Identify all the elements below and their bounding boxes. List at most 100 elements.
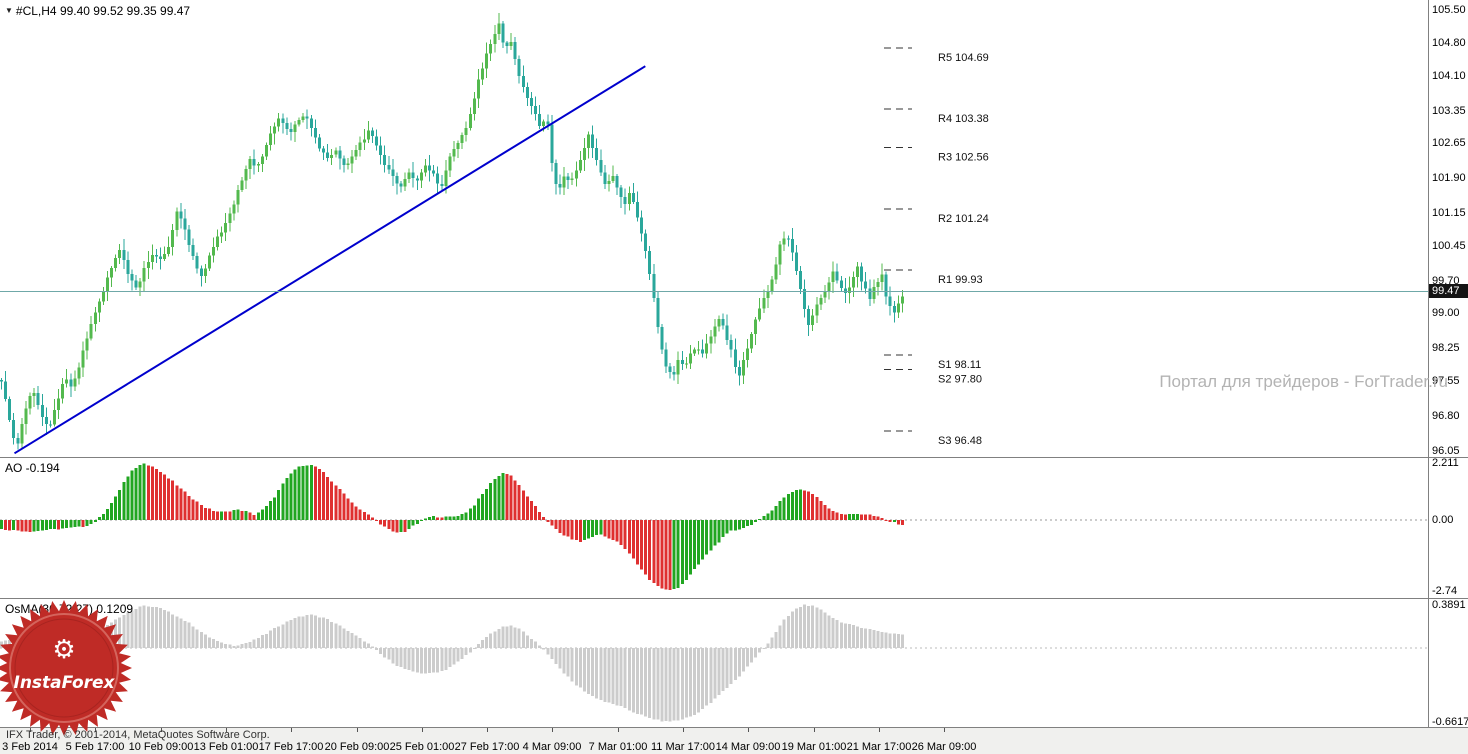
candle-body	[521, 75, 525, 87]
ao-bar	[8, 520, 12, 531]
time-axis[interactable]: 3 Feb 2014 5 Feb 17:00 10 Feb 09:00 13 Feb …	[0, 728, 1468, 754]
ao-bar	[97, 516, 101, 520]
ao-bar	[350, 502, 354, 520]
osma-indicator-panel[interactable]: OsMA(36,72,27) 0.1209	[0, 599, 1428, 727]
osma-bar	[383, 648, 387, 658]
osma-bar	[301, 616, 305, 648]
ao-bar	[648, 520, 652, 581]
ao-bar	[167, 478, 171, 520]
ao-bar	[615, 520, 619, 542]
ao-bar	[40, 520, 44, 531]
candle-body	[89, 324, 93, 339]
ao-bar	[216, 511, 220, 520]
osma-bar	[741, 648, 745, 672]
candle-body	[847, 287, 851, 293]
ao-bar	[424, 518, 427, 520]
candle-body	[827, 282, 831, 292]
osma-bar	[256, 637, 260, 648]
ao-bar	[277, 490, 281, 520]
candle-body	[819, 297, 823, 305]
osma-bar	[212, 639, 215, 648]
candle-body	[44, 416, 48, 425]
osma-tick-label: -0.6617	[1432, 716, 1468, 728]
ao-bar	[281, 483, 285, 520]
candle-body	[40, 405, 44, 417]
candle-body	[179, 211, 183, 219]
ao-bar	[619, 520, 623, 546]
ao-bar	[114, 496, 118, 520]
price-chart-canvas[interactable]: R5 104.69 R4 103.38 R3 102.56 R2 101.24 R1 9…	[0, 0, 1428, 457]
ao-indicator-panel[interactable]: AO -0.194	[0, 458, 1428, 598]
candle-body	[118, 249, 122, 258]
ao-bar	[330, 481, 334, 520]
time-tick-label: 7 Mar 01:00	[588, 741, 648, 753]
osma-bar	[436, 648, 440, 673]
candle-body	[85, 338, 89, 351]
candle-body	[212, 246, 215, 256]
price-tick-label: 96.05	[1432, 445, 1460, 457]
osma-bar	[464, 648, 468, 655]
candle-body	[342, 158, 346, 165]
ao-bar	[326, 476, 330, 520]
pivot-level-label: R1 99.93	[938, 274, 983, 286]
osma-bar	[595, 648, 599, 699]
candle-body	[591, 134, 595, 149]
osma-bar	[770, 637, 774, 648]
ao-bar	[705, 520, 709, 555]
osma-bar	[717, 648, 721, 696]
candle-body	[48, 424, 52, 426]
candle-body	[652, 274, 656, 298]
osma-bar	[880, 632, 884, 648]
ao-bar	[232, 509, 236, 520]
candle-body	[375, 136, 378, 146]
ao-bar	[163, 474, 167, 520]
osma-bar	[289, 620, 293, 648]
ao-bar	[835, 512, 839, 520]
osma-bar	[847, 623, 851, 648]
ao-bar	[546, 520, 550, 523]
ao-bar	[415, 520, 419, 524]
osma-bar	[150, 606, 154, 648]
osma-bar	[371, 646, 374, 648]
ao-bar	[130, 470, 134, 520]
candle-body	[163, 253, 167, 260]
osma-bar	[440, 648, 444, 671]
candle-body	[338, 150, 342, 159]
ao-bar	[599, 520, 603, 535]
ao-bar	[293, 469, 297, 520]
ao-bar	[493, 479, 497, 520]
ao-indicator-label: AO -0.194	[5, 461, 60, 475]
osma-bar	[525, 635, 529, 648]
badge-inner-ring-2	[14, 618, 114, 718]
candle-body	[627, 193, 631, 205]
candle-body	[884, 274, 888, 297]
osma-bar	[285, 621, 289, 648]
candle-body	[790, 239, 794, 253]
ao-bar	[395, 520, 399, 533]
osma-indicator-canvas[interactable]	[0, 599, 1428, 727]
ao-bar	[713, 520, 717, 546]
candle-body	[587, 134, 590, 148]
osma-bar	[489, 633, 493, 648]
ao-bar	[240, 511, 244, 520]
ao-indicator-canvas[interactable]	[0, 458, 1428, 598]
osma-bar	[448, 648, 452, 668]
candle-body	[705, 343, 709, 354]
osma-bar	[827, 615, 831, 648]
ao-bar	[273, 497, 277, 520]
ao-bar	[668, 520, 672, 591]
price-tick-label: 105.50	[1432, 4, 1466, 16]
candle-body	[419, 172, 423, 181]
candle-body	[318, 137, 321, 149]
price-axis-gutter[interactable]: 99.47 105.50 104.80 104.10 103.35 102.65 101.…	[1428, 0, 1468, 728]
candle-body	[676, 360, 680, 375]
time-tick-mark	[618, 728, 619, 732]
ao-bar	[371, 517, 374, 520]
ao-bar	[24, 520, 28, 532]
candle-body	[477, 79, 480, 99]
ao-bar	[85, 520, 89, 527]
osma-bar	[171, 614, 175, 648]
ao-bar	[89, 520, 93, 524]
price-chart-panel[interactable]: R5 104.69 R4 103.38 R3 102.56 R2 101.24 R1 9…	[0, 0, 1428, 457]
price-tick-label: 99.00	[1432, 307, 1460, 319]
